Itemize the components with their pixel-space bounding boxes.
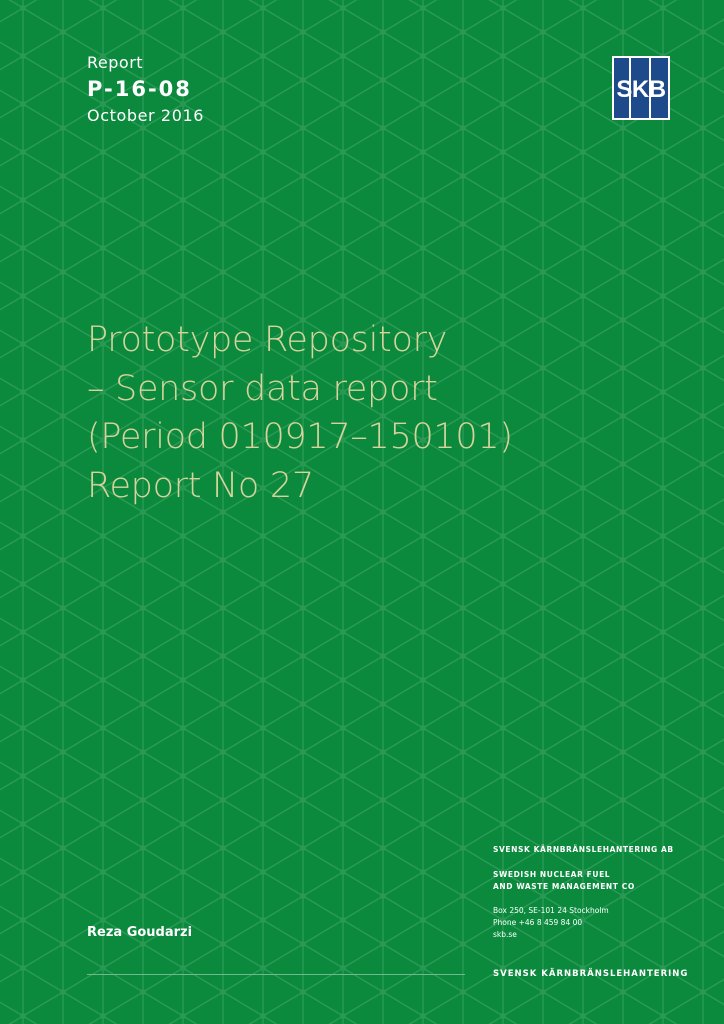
publisher-name-sv: SVENSK KÄRNBRÄNSLEHANTERING AB xyxy=(493,845,674,854)
publisher-website: skb.se xyxy=(493,930,517,939)
title-line: Prototype Repository xyxy=(87,320,448,360)
report-number: P-16-08 xyxy=(87,77,192,101)
publisher-name-en-1: SWEDISH NUCLEAR FUEL xyxy=(493,870,611,879)
document-type-label: Report xyxy=(87,53,144,72)
document-title: Prototype Repository – Sensor data repor… xyxy=(87,316,513,510)
title-line: Report No 27 xyxy=(87,465,314,506)
footer-company-name: SVENSK KÄRNBRÄNSLEHANTERING xyxy=(493,969,689,979)
title-line: – Sensor data report xyxy=(87,368,438,409)
author-name: Reza Goudarzi xyxy=(87,925,193,940)
report-date: October 2016 xyxy=(87,106,205,125)
logo-text: SKB xyxy=(616,76,666,103)
publisher-address: Box 250, SE-101 24 Stockholm xyxy=(493,906,609,915)
skb-logo: SKB xyxy=(612,56,670,120)
divider xyxy=(87,974,465,975)
title-line: (Period 010917–150101) xyxy=(87,417,513,457)
publisher-name-en-2: AND WASTE MANAGEMENT CO xyxy=(493,882,635,891)
publisher-phone: Phone +46 8 459 84 00 xyxy=(493,918,583,927)
